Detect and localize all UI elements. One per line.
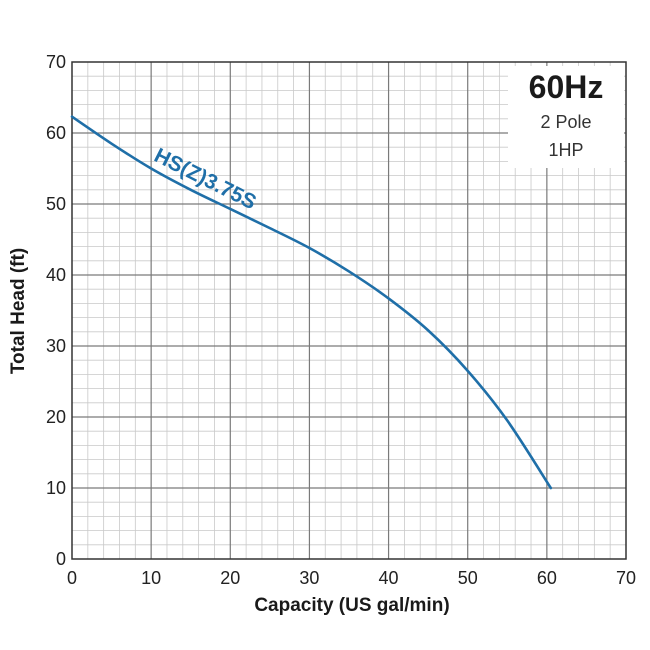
x-tick-label: 10 (141, 568, 161, 588)
info-box-background (508, 66, 624, 168)
series-layer: HS(Z)3.75S (70, 115, 553, 490)
x-tick-label: 60 (537, 568, 557, 588)
y-tick-label: 0 (56, 549, 66, 569)
x-tick-label: 0 (67, 568, 77, 588)
power-label: 1HP (548, 140, 583, 160)
series-line (70, 115, 553, 490)
plot-frame (71, 61, 627, 560)
y-tick-label: 50 (46, 194, 66, 214)
y-axis-ticks: 0 10 20 30 40 50 60 70 (46, 52, 66, 569)
info-box: 60Hz 2 Pole 1HP (508, 66, 624, 168)
x-tick-label: 40 (379, 568, 399, 588)
y-tick-label: 70 (46, 52, 66, 72)
y-tick-label: 10 (46, 478, 66, 498)
y-tick-label: 30 (46, 336, 66, 356)
x-tick-label: 70 (616, 568, 636, 588)
y-tick-label: 60 (46, 123, 66, 143)
y-tick-label: 40 (46, 265, 66, 285)
x-tick-label: 20 (220, 568, 240, 588)
x-tick-label: 50 (458, 568, 478, 588)
poles-label: 2 Pole (540, 112, 591, 132)
x-axis-title: Capacity (US gal/min) (254, 595, 449, 616)
minor-grid (72, 62, 626, 559)
y-axis-title: Total Head (ft) (8, 248, 29, 374)
y-tick-label: 20 (46, 407, 66, 427)
x-axis-ticks: 0 10 20 30 40 50 60 70 (67, 568, 636, 588)
frequency-label: 60Hz (529, 69, 604, 105)
x-tick-label: 30 (299, 568, 319, 588)
